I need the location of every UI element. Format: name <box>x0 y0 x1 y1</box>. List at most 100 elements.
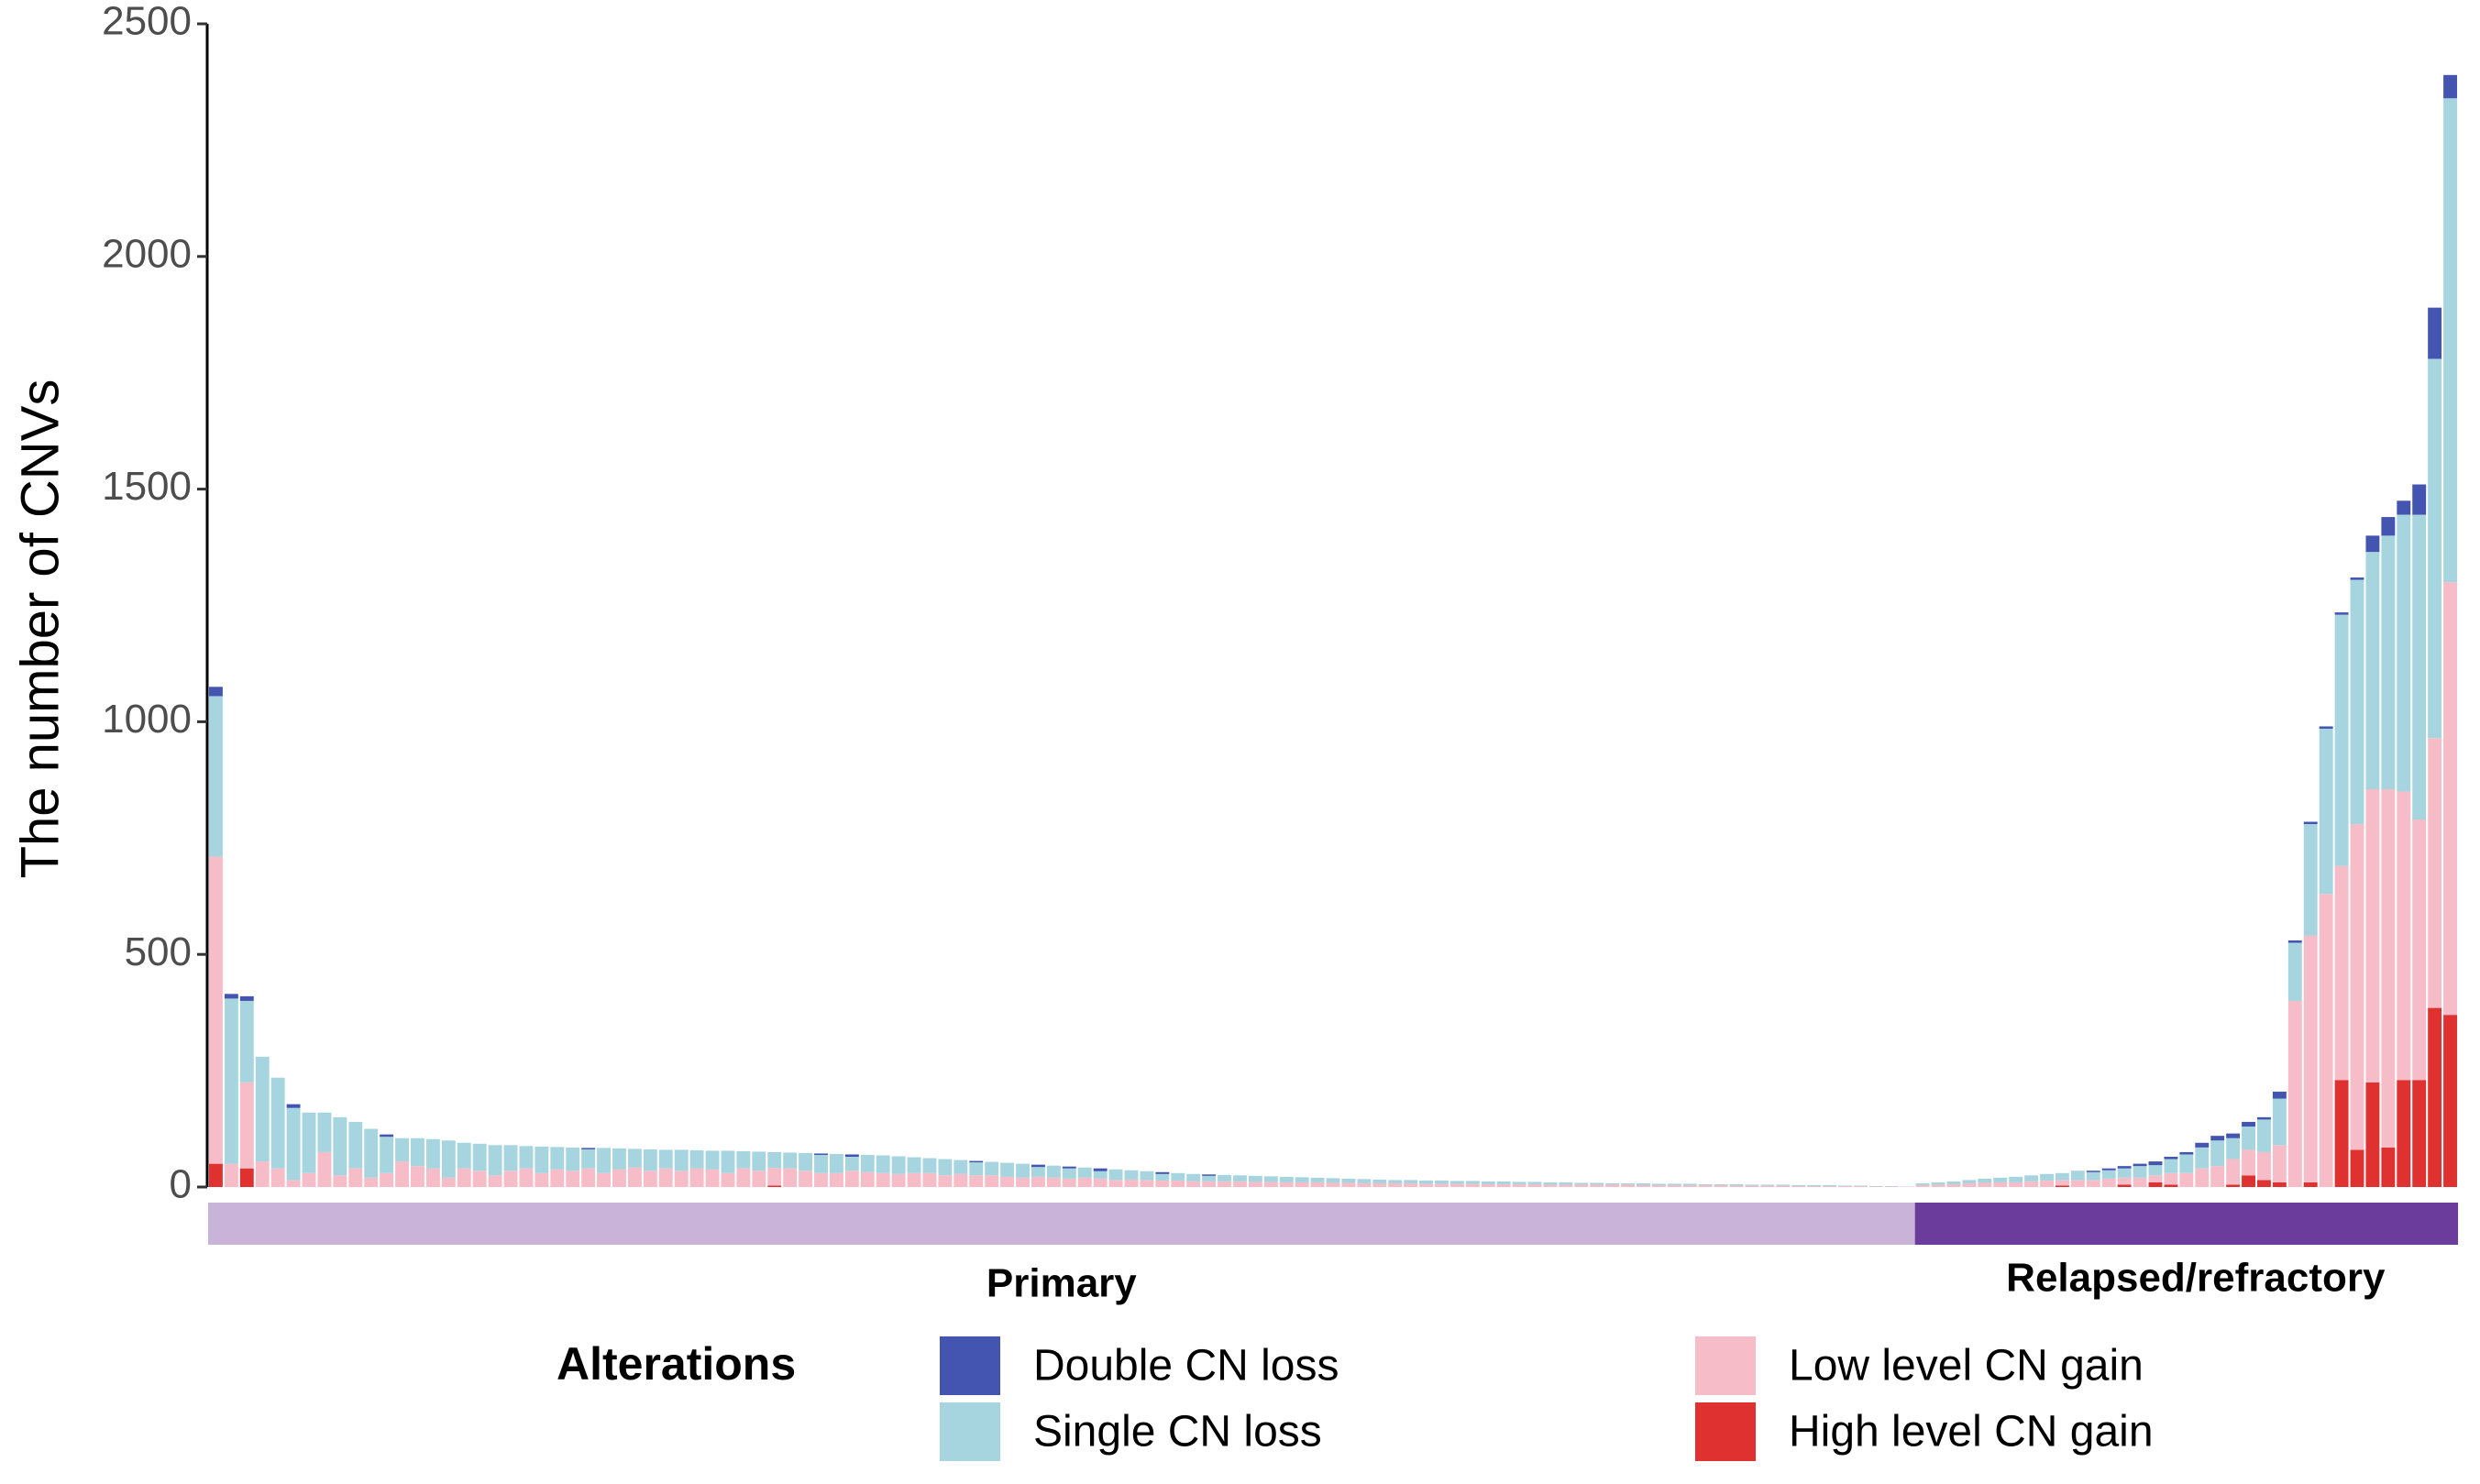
bar-segment <box>1124 1170 1139 1180</box>
bar-segment <box>1000 1176 1015 1187</box>
bar-segment <box>1853 1185 1868 1186</box>
bar-segment <box>767 1168 782 1186</box>
y-axis-label: The number of CNVs <box>10 379 70 879</box>
group-bar <box>208 1203 1915 1245</box>
bar-segment <box>2303 824 2318 936</box>
bar-segment <box>2133 1177 2147 1187</box>
bar-segment <box>2397 1080 2411 1187</box>
bar-segment <box>2381 789 2396 1148</box>
bar-segment <box>938 1175 953 1187</box>
bar-segment <box>1202 1174 1217 1176</box>
bar-segment <box>255 1161 270 1187</box>
bar-segment <box>2257 1119 2271 1152</box>
bar-segment <box>2350 577 2364 580</box>
bar-segment <box>239 1168 254 1187</box>
bar-segment <box>1993 1177 2008 1182</box>
bar-segment <box>2350 824 2364 1150</box>
bar-segment <box>1637 1184 1650 1187</box>
bar-segment <box>581 1149 596 1169</box>
bar-segment <box>1651 1183 1666 1185</box>
bar-segment <box>364 1177 379 1187</box>
bar-segment <box>876 1155 890 1173</box>
y-tick-label: 1500 <box>102 464 192 509</box>
bar-segment <box>674 1171 689 1187</box>
bar-segment <box>2428 307 2442 359</box>
bar-segment <box>348 1168 363 1187</box>
bar-segment <box>2226 1133 2241 1138</box>
bar-segment <box>535 1146 549 1173</box>
bar-segment <box>1512 1182 1527 1184</box>
bar-segment <box>1884 1186 1899 1187</box>
bar-segment <box>2272 1098 2287 1146</box>
bar-segment <box>2055 1172 2069 1181</box>
bar-segment <box>767 1151 782 1169</box>
bar-segment <box>658 1149 673 1169</box>
bar-segment <box>2428 358 2442 739</box>
bar-segment <box>2381 1147 2396 1187</box>
bar-segment <box>519 1146 534 1169</box>
bar-segment <box>395 1138 409 1162</box>
bar-segment <box>2334 1080 2349 1187</box>
bar-segment <box>1481 1183 1495 1187</box>
bar-segment <box>2242 1121 2255 1127</box>
bar-segment <box>1931 1184 1945 1187</box>
bar-segment <box>2272 1091 2287 1099</box>
bar-segment <box>2133 1163 2147 1167</box>
bar-segment <box>2242 1127 2255 1150</box>
bar-segment <box>488 1175 502 1187</box>
bar-segment <box>2365 552 2380 790</box>
bar-segment <box>581 1168 596 1187</box>
bar-segment <box>1605 1184 1620 1187</box>
bar-segment <box>1574 1184 1589 1187</box>
bar-segment <box>643 1149 657 1171</box>
bar-segment <box>550 1147 565 1170</box>
bar-segment <box>2319 729 2333 895</box>
bar-segment <box>472 1143 487 1171</box>
bar-segment <box>1637 1182 1650 1185</box>
bar-segment <box>2428 1007 2442 1187</box>
bar-segment <box>1915 1184 1930 1187</box>
bar-segment <box>1233 1175 1247 1182</box>
bar-segment <box>1357 1182 1372 1187</box>
bar-segment <box>1016 1177 1030 1187</box>
bar-segment <box>1077 1177 1092 1187</box>
group-label: Primary <box>986 1261 1137 1306</box>
bar-segment <box>441 1140 456 1178</box>
bar-segment <box>1682 1183 1697 1185</box>
bar-segment <box>1341 1182 1356 1187</box>
bar-segment <box>2070 1180 2085 1187</box>
bar-segment <box>224 994 238 999</box>
bar-segment <box>891 1156 906 1174</box>
bar-segment <box>2195 1147 2210 1169</box>
bar-segment <box>969 1160 984 1163</box>
bar-segment <box>1419 1183 1433 1187</box>
bar-segment <box>1590 1184 1604 1187</box>
bar-segment <box>425 1168 440 1187</box>
bar-segment <box>2148 1182 2163 1187</box>
bar-segment <box>1651 1184 1666 1187</box>
bar-segment <box>1062 1178 1076 1187</box>
bar-segment <box>1496 1183 1511 1187</box>
bar-segment <box>1915 1182 1930 1185</box>
bar-segment <box>1372 1182 1387 1187</box>
bar-segment <box>860 1154 875 1172</box>
bar-segment <box>1496 1181 1511 1184</box>
bar-segment <box>333 1175 347 1187</box>
bar-segment <box>1946 1181 1961 1184</box>
legend-swatch <box>940 1402 1000 1461</box>
y-tick-label: 1000 <box>102 697 192 742</box>
bar-segment <box>767 1185 782 1187</box>
bar-segment <box>255 1056 270 1162</box>
bar-segment <box>224 1163 238 1187</box>
bar-segment <box>1543 1182 1558 1185</box>
bar-segment <box>1900 1186 1914 1187</box>
bar-segment <box>1419 1180 1433 1184</box>
bar-segment <box>1000 1162 1015 1177</box>
bar-segment <box>1388 1180 1403 1183</box>
bar-segment <box>1155 1173 1170 1181</box>
bar-segment <box>2164 1159 2178 1173</box>
bar-segment <box>1605 1182 1620 1185</box>
bar-segment <box>2397 500 2411 515</box>
bar-segment <box>2443 582 2457 1016</box>
y-tick-label: 0 <box>170 1162 192 1207</box>
